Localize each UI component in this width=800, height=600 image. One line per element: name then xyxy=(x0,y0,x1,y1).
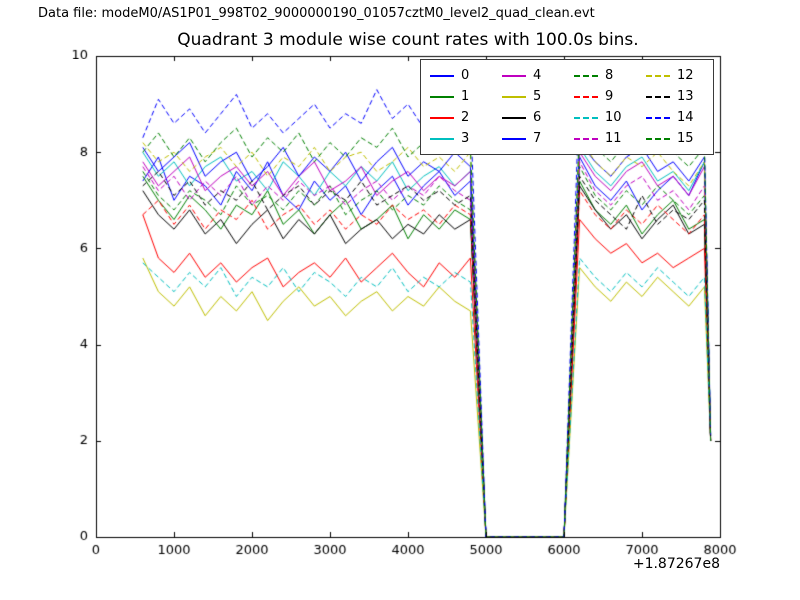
legend-line-sample xyxy=(646,116,670,119)
legend-item-15: 15 xyxy=(646,128,704,149)
legend-label: 6 xyxy=(533,110,542,125)
legend-label: 15 xyxy=(677,131,694,146)
legend-line-sample xyxy=(646,95,670,98)
legend-item-4: 4 xyxy=(502,65,560,86)
legend-line-sample xyxy=(574,74,598,77)
legend-line-sample xyxy=(502,95,526,98)
legend-item-9: 9 xyxy=(574,86,632,107)
data-file-label: Data file: modeM0/AS1P01_998T02_90000001… xyxy=(38,6,595,21)
legend: 0 1 2 3 4 5 6 7 8 9 10 11 12 13 14 15 xyxy=(420,59,714,155)
legend-item-13: 13 xyxy=(646,86,704,107)
legend-line-sample xyxy=(502,74,526,77)
legend-label: 12 xyxy=(677,68,694,83)
legend-label: 11 xyxy=(605,131,622,146)
legend-line-sample xyxy=(430,74,454,77)
legend-line-sample xyxy=(646,74,670,77)
legend-label: 8 xyxy=(605,68,614,83)
legend-line-sample xyxy=(430,116,454,119)
legend-line-sample xyxy=(574,137,598,140)
legend-item-6: 6 xyxy=(502,107,560,128)
legend-item-2: 2 xyxy=(430,107,488,128)
legend-label: 5 xyxy=(533,89,542,104)
legend-line-sample xyxy=(646,137,670,140)
legend-label: 9 xyxy=(605,89,614,104)
legend-item-14: 14 xyxy=(646,107,704,128)
legend-item-8: 8 xyxy=(574,65,632,86)
legend-item-1: 1 xyxy=(430,86,488,107)
chart-title: Quadrant 3 module wise count rates with … xyxy=(177,30,639,50)
x-axis-offset-label: +1.87267e8 xyxy=(632,556,720,572)
legend-item-12: 12 xyxy=(646,65,704,86)
legend-label: 0 xyxy=(461,68,470,83)
legend-label: 13 xyxy=(677,89,694,104)
legend-line-sample xyxy=(574,95,598,98)
legend-label: 4 xyxy=(533,68,542,83)
legend-label: 7 xyxy=(533,131,542,146)
legend-label: 10 xyxy=(605,110,622,125)
legend-item-10: 10 xyxy=(574,107,632,128)
legend-label: 1 xyxy=(461,89,470,104)
legend-item-11: 11 xyxy=(574,128,632,149)
legend-item-7: 7 xyxy=(502,128,560,149)
legend-label: 2 xyxy=(461,110,470,125)
legend-item-5: 5 xyxy=(502,86,560,107)
legend-label: 3 xyxy=(461,131,470,146)
legend-line-sample xyxy=(574,116,598,119)
legend-line-sample xyxy=(430,95,454,98)
legend-line-sample xyxy=(502,116,526,119)
legend-label: 14 xyxy=(677,110,694,125)
legend-item-3: 3 xyxy=(430,128,488,149)
legend-line-sample xyxy=(430,137,454,140)
legend-line-sample xyxy=(502,137,526,140)
legend-item-0: 0 xyxy=(430,65,488,86)
